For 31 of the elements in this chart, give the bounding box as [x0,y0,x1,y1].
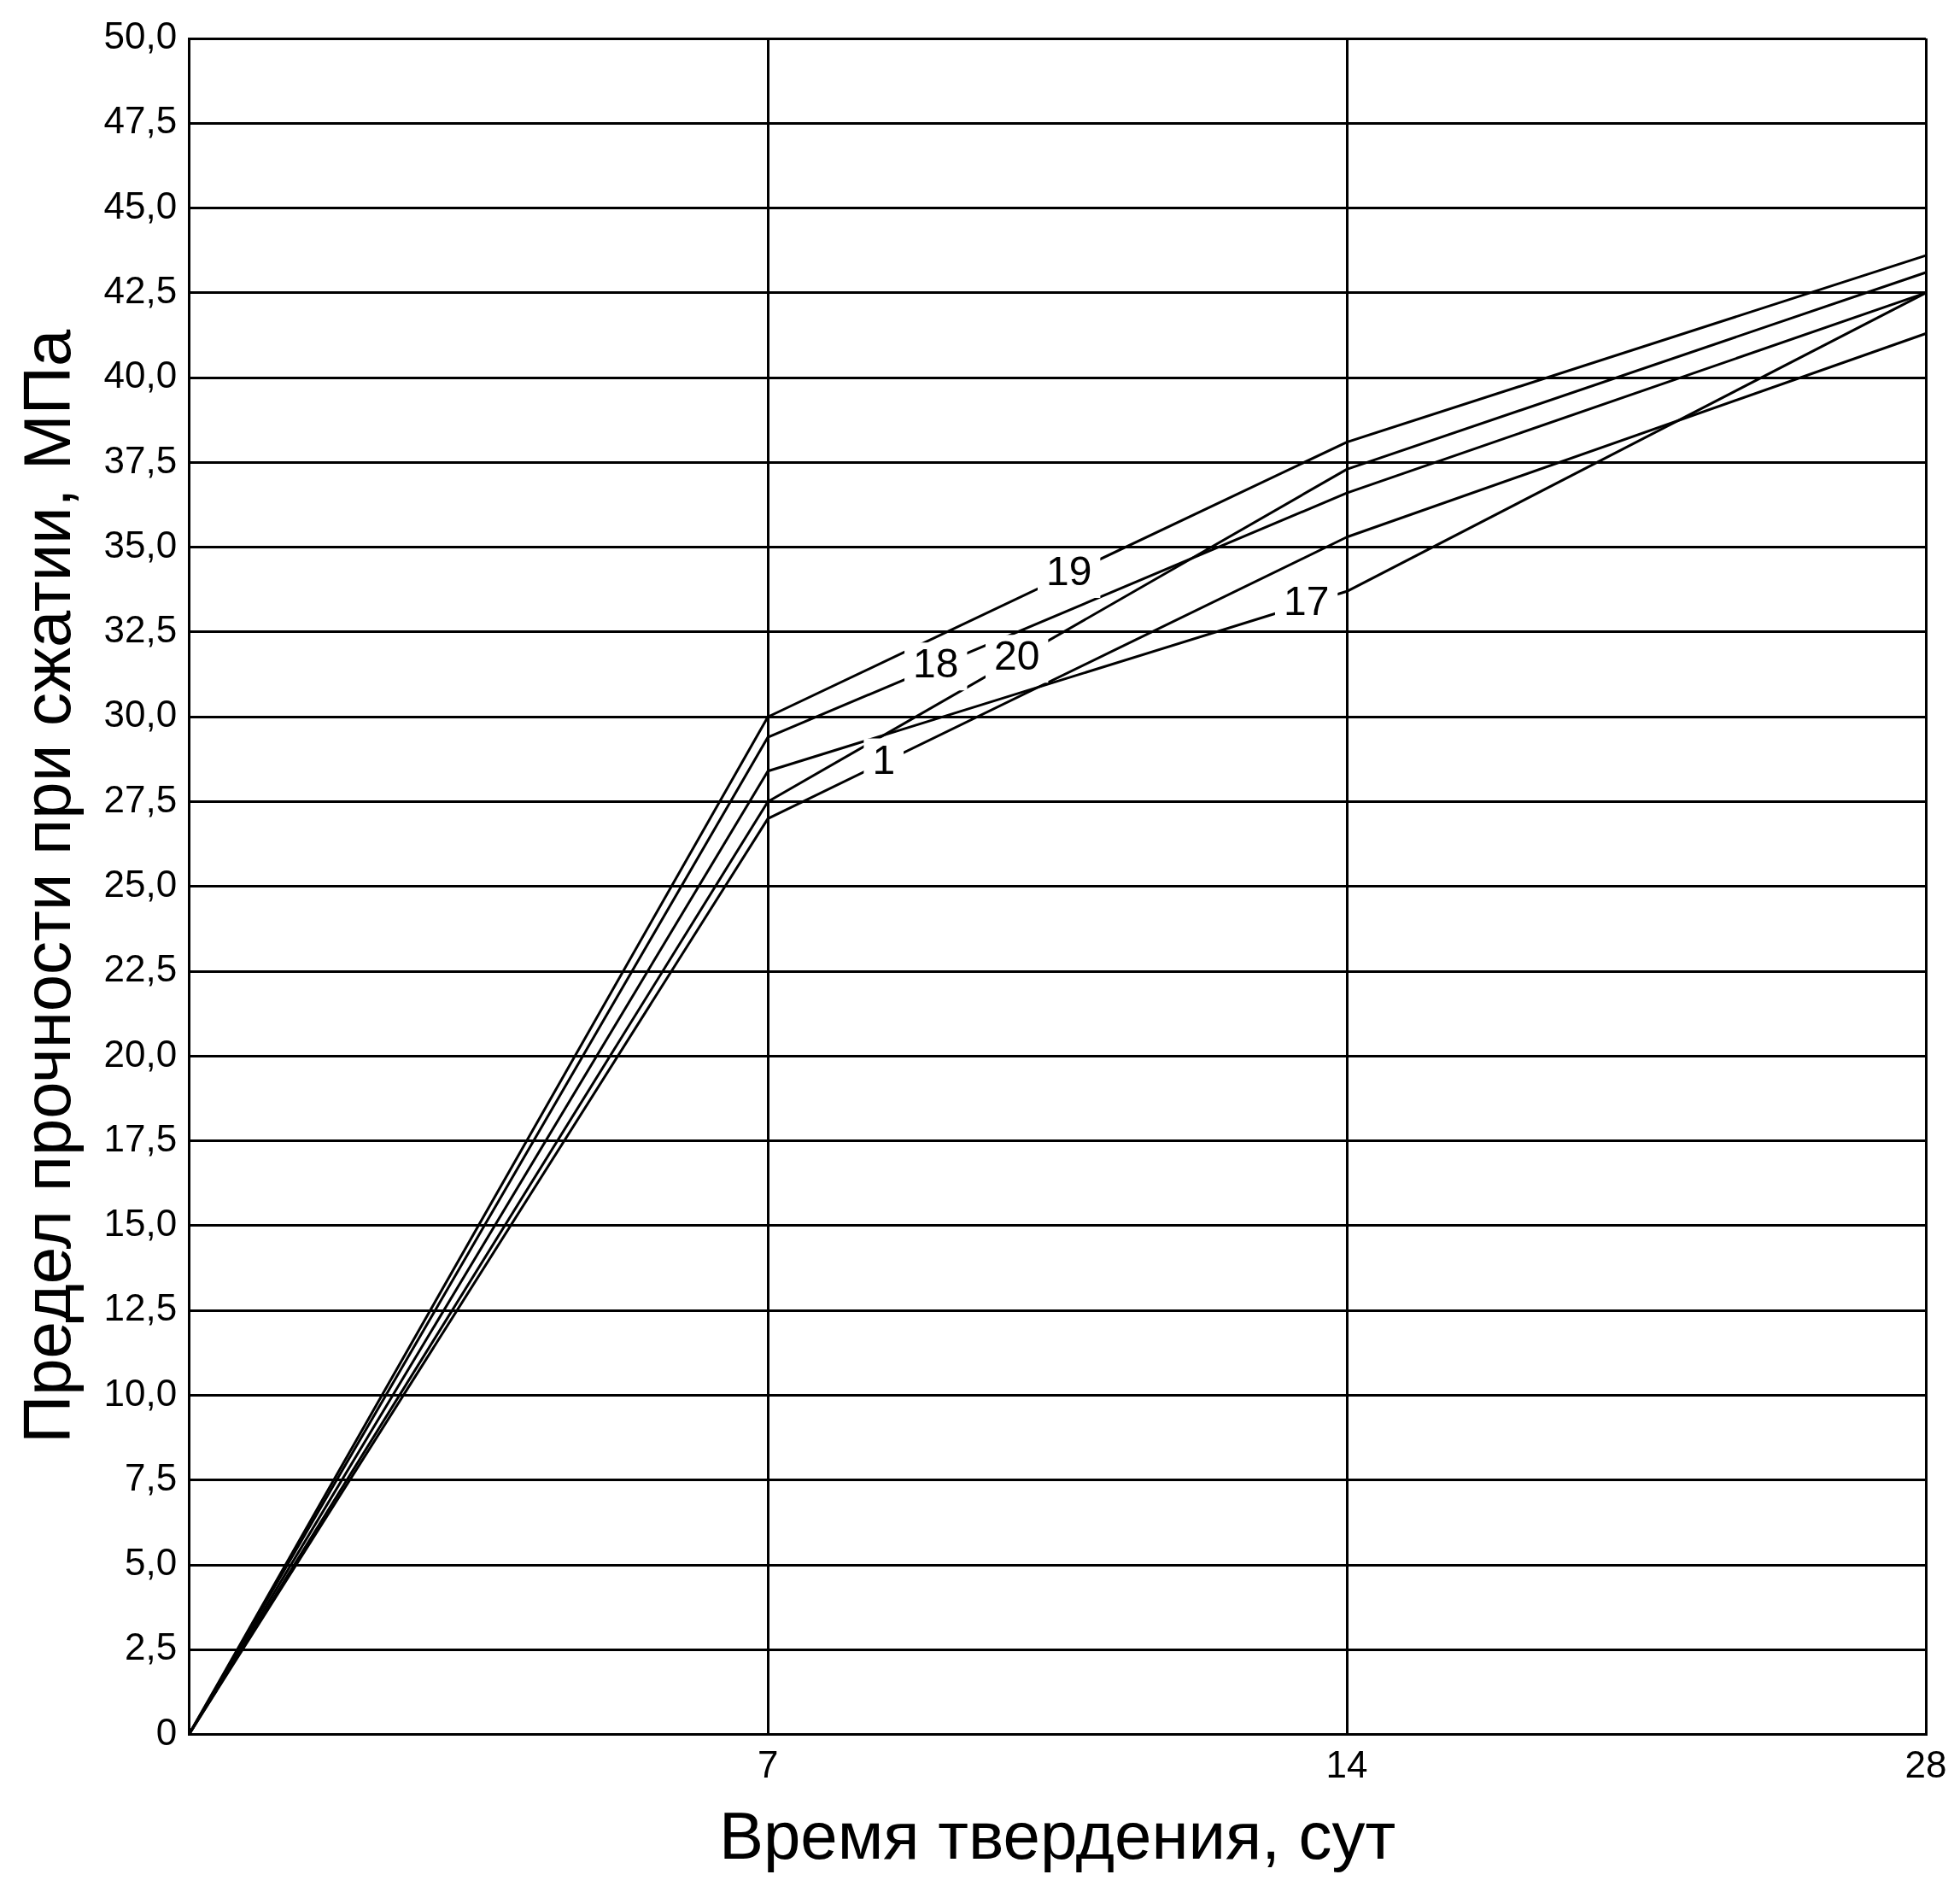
y-tick-label: 32,5 [103,608,178,651]
y-tick-label: 35,0 [103,523,178,565]
y-tick-label: 22,5 [103,947,178,990]
y-axis-title: Предел прочности при сжатии, МПа [9,329,85,1444]
y-tick-label: 5,0 [125,1541,178,1584]
y-tick-label: 17,5 [103,1116,178,1159]
series-label: 17 [1283,578,1330,624]
x-axis-title: Время твердения, сут [718,1797,1396,1873]
y-tick-label: 10,0 [103,1371,178,1414]
series-label: 20 [993,633,1040,679]
y-tick-label: 42,5 [103,268,178,311]
series-label: 1 [872,736,896,782]
y-tick-label: 30,0 [103,693,178,735]
x-tick-label: 28 [1904,1743,1947,1786]
y-tick-label: 45,0 [103,184,178,226]
y-tick-label: 0 [155,1710,178,1753]
y-tick-label: 50,0 [103,15,178,57]
x-tick-label: 14 [1325,1743,1368,1786]
y-tick-label: 25,0 [103,862,178,905]
y-tick-label: 20,0 [103,1032,178,1075]
y-tick-label: 37,5 [103,438,178,481]
y-tick-label: 40,0 [103,354,178,396]
y-tick-label: 2,5 [125,1625,178,1668]
x-tick-label: 7 [757,1743,779,1786]
y-tick-label: 7,5 [125,1456,178,1498]
y-tick-label: 27,5 [103,777,178,820]
series-label: 18 [913,641,959,687]
y-tick-label: 15,0 [103,1202,178,1245]
y-tick-label: 47,5 [103,99,178,142]
y-tick-label: 12,5 [103,1286,178,1329]
series-label: 19 [1045,548,1092,595]
